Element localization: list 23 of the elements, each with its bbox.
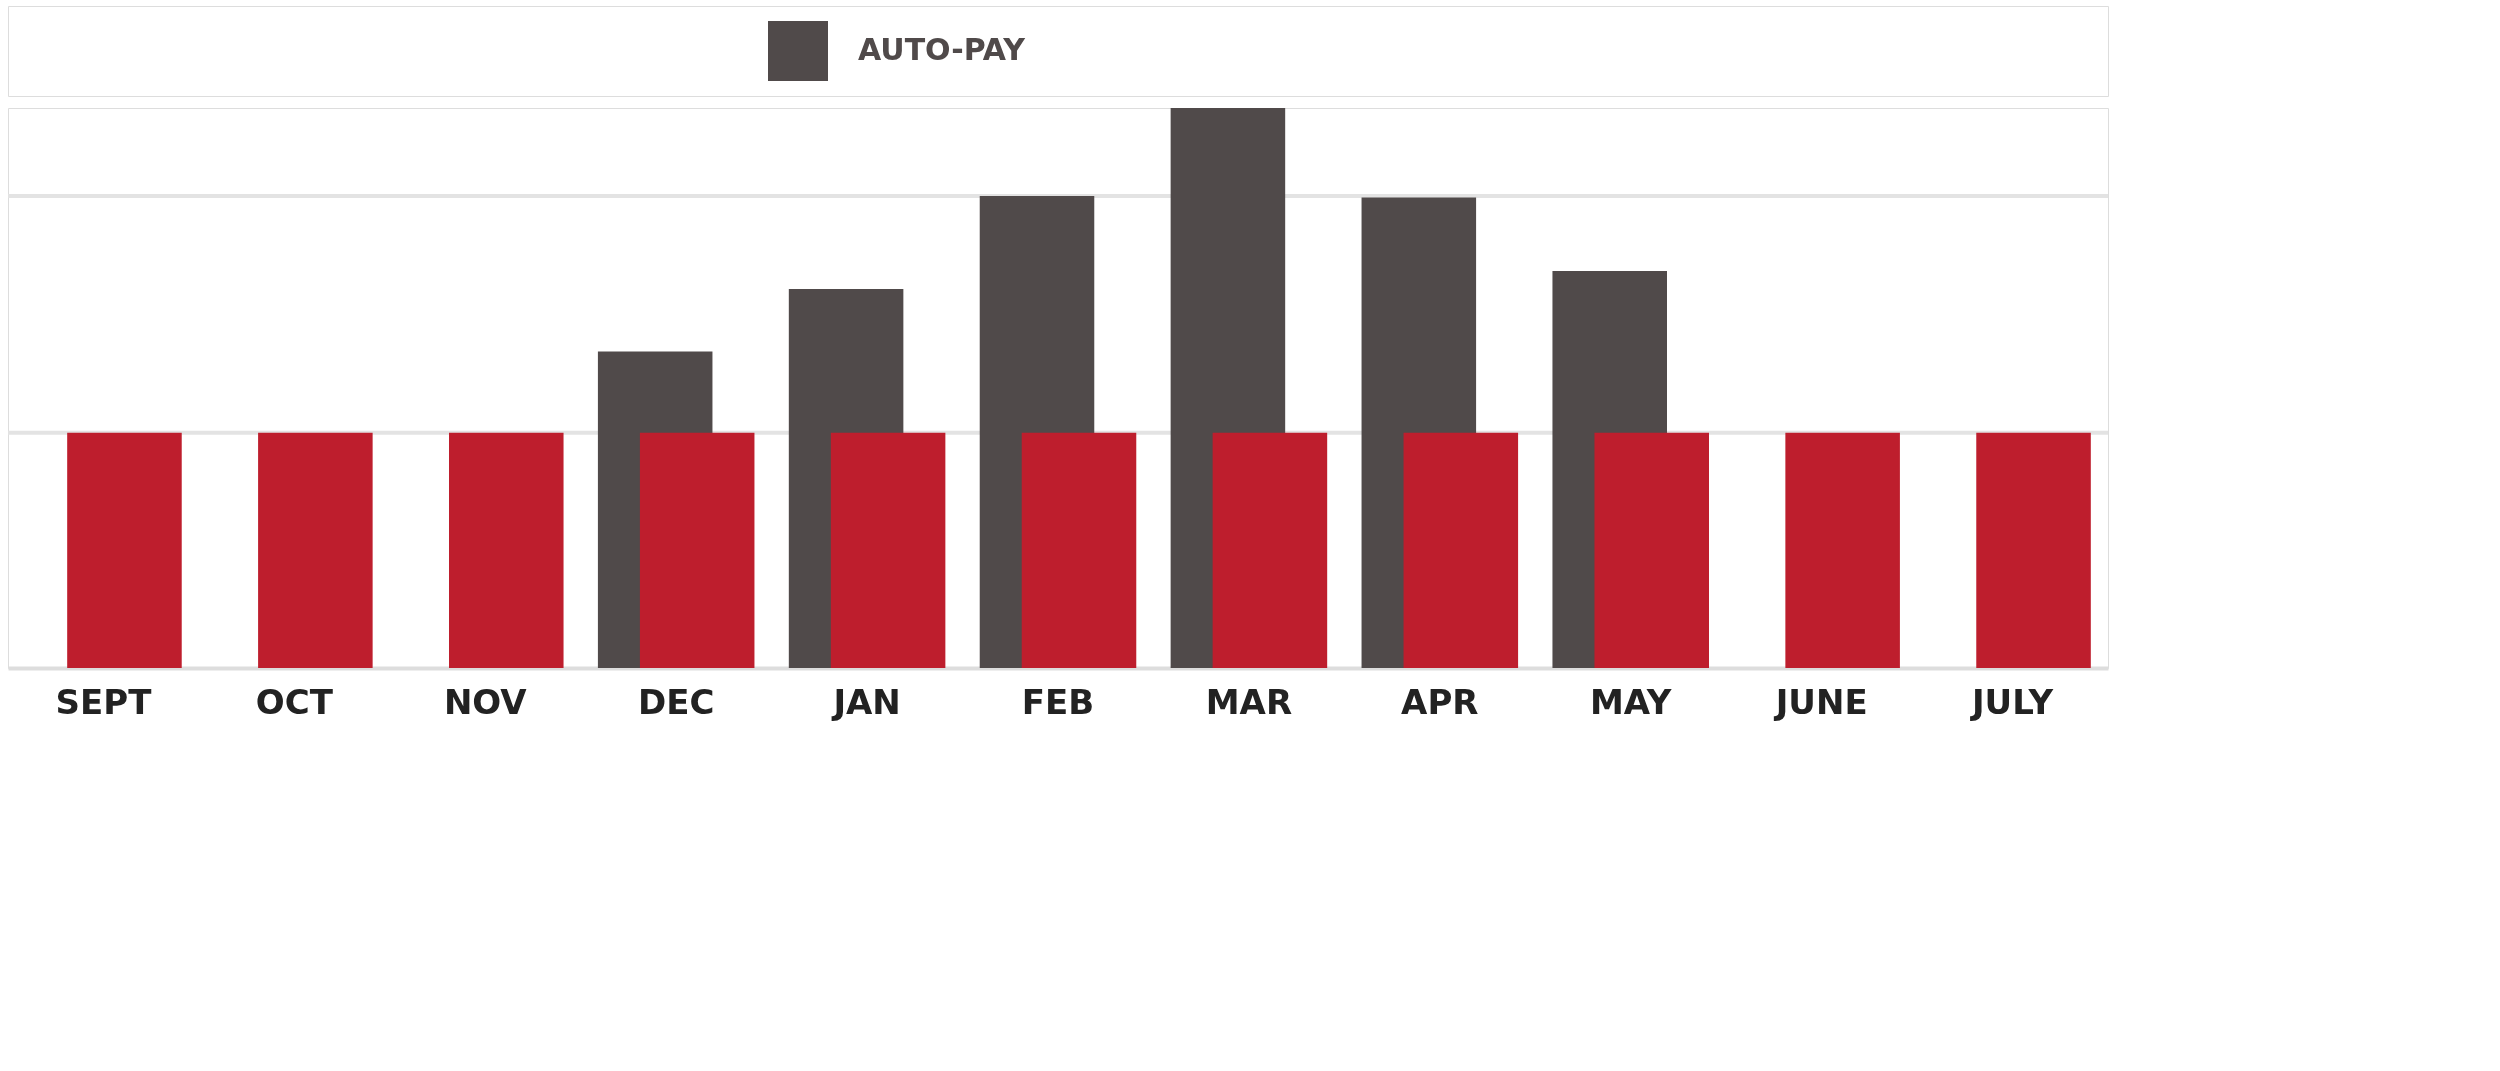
x-tick-label: NOV (443, 681, 528, 722)
x-tick-label: OCT (255, 681, 334, 722)
x-tick-label: JAN (831, 681, 901, 722)
x-tick-label: FEB (1021, 681, 1095, 722)
bar (67, 432, 182, 668)
bar (830, 432, 946, 668)
x-tick-label: MAR (1205, 681, 1293, 722)
bar (1594, 432, 1709, 668)
x-tick-label: DEC (637, 681, 715, 722)
bar (639, 432, 755, 668)
x-tick-label: APR (1401, 681, 1479, 722)
bar (1212, 432, 1328, 668)
bar (449, 432, 564, 668)
bar (1785, 432, 1900, 668)
legend-label: AUTO-PAY (858, 32, 1027, 67)
x-tick-label: SEPT (55, 681, 153, 722)
x-tick-label: JULY (1969, 681, 2054, 722)
x-tick-label: JUNE (1773, 681, 1868, 722)
bar (1403, 432, 1519, 668)
bar (1976, 432, 2091, 668)
bar (1021, 432, 1137, 668)
x-tick-label: MAY (1589, 681, 1672, 722)
bar (258, 432, 373, 668)
